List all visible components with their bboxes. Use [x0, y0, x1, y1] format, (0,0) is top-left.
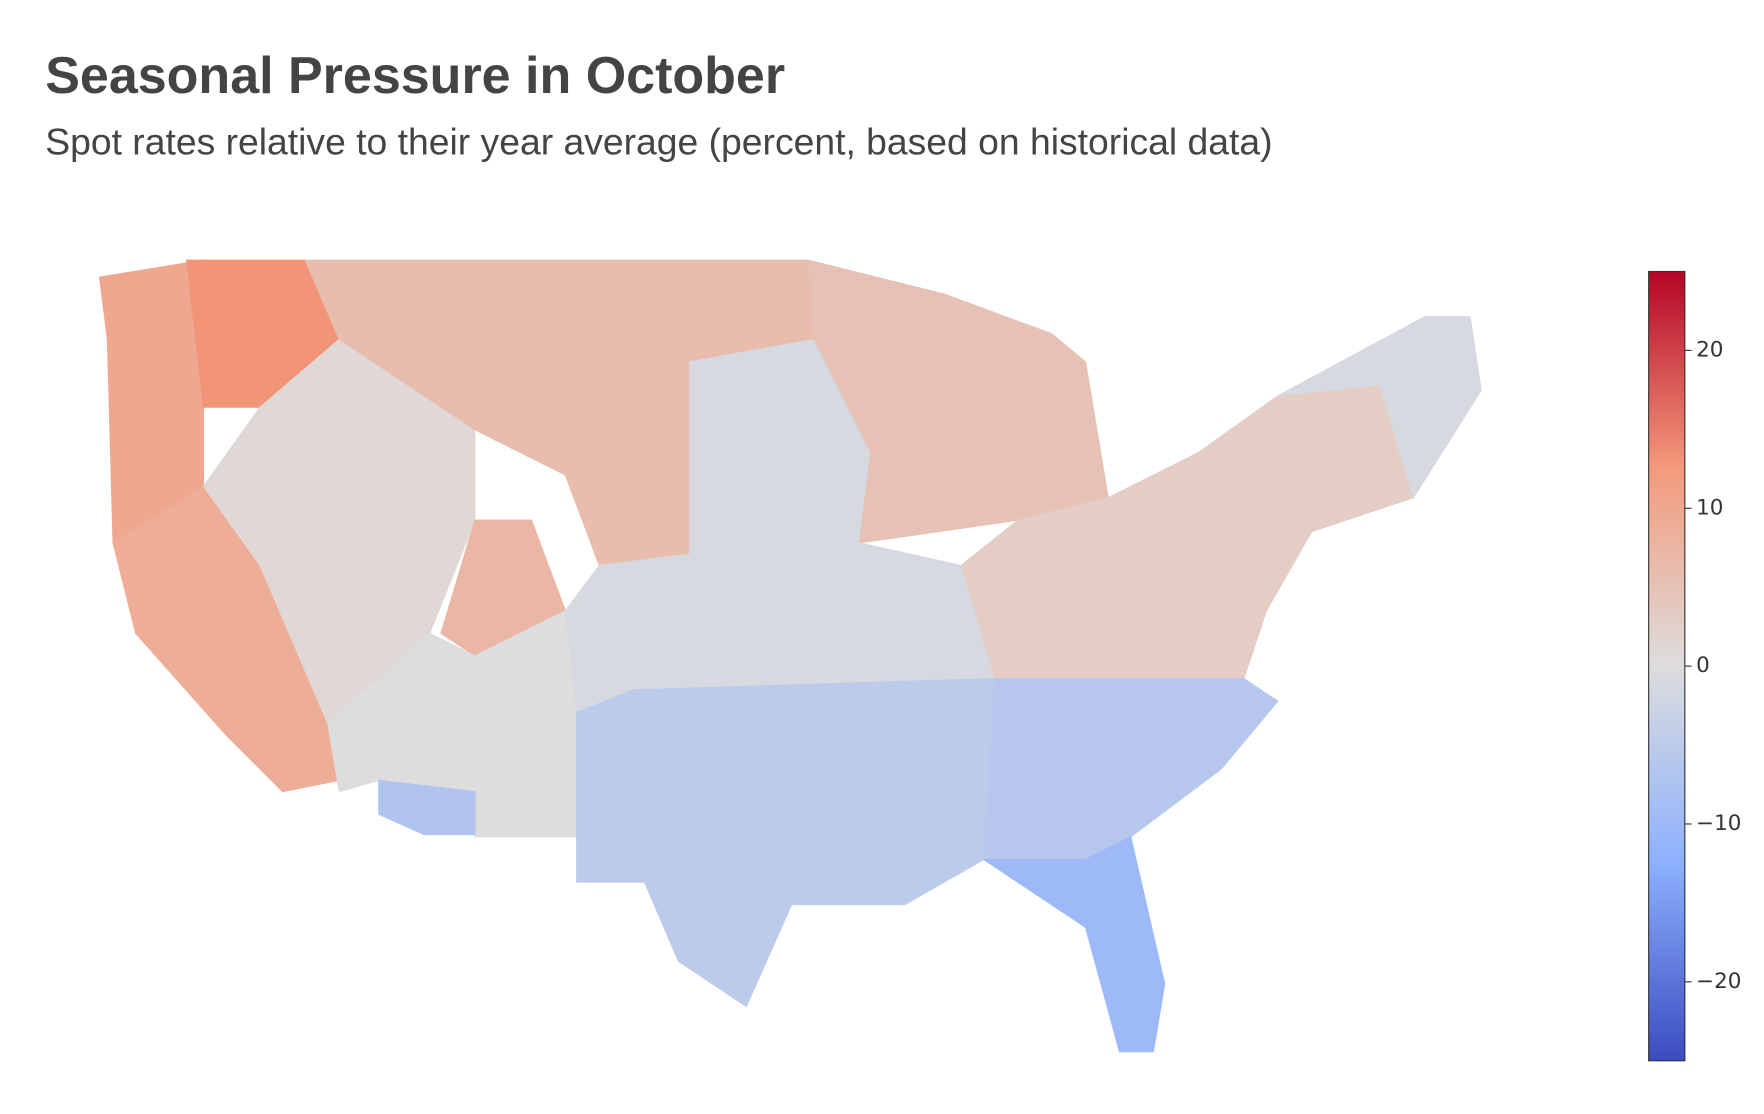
region — [576, 677, 996, 1008]
map — [98, 259, 1482, 1053]
region — [983, 677, 1279, 861]
region — [981, 836, 1166, 1053]
region — [960, 383, 1415, 680]
chart-subtitle: Spot rates relative to their year averag… — [45, 121, 1272, 163]
colorbar — [1648, 270, 1686, 1062]
colorbar-tick-label: −20 — [1696, 969, 1741, 994]
colorbar-tick-label: 10 — [1696, 495, 1723, 520]
region — [1277, 316, 1482, 499]
chart-title: Seasonal Pressure in October — [45, 47, 785, 105]
colorbar-tick-label: 20 — [1696, 337, 1723, 362]
region — [378, 779, 476, 836]
colorbar-tick-label: 0 — [1696, 653, 1710, 678]
colorbar-tick-label: −10 — [1696, 811, 1741, 836]
